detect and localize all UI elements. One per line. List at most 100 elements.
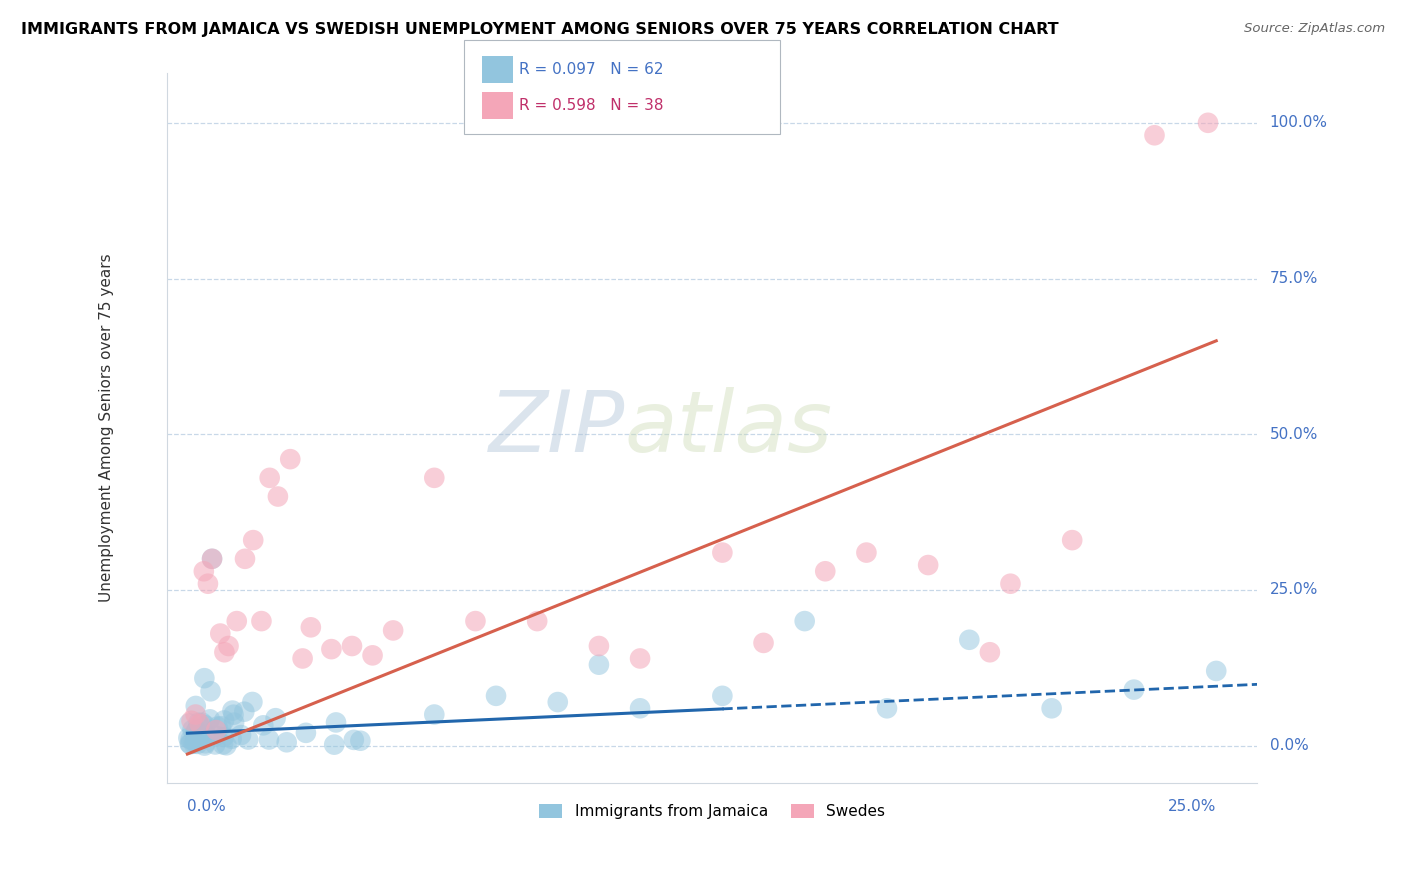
Point [197,576,219,591]
Point [187,715,209,730]
Point [349,733,371,747]
Point [186,723,208,738]
Point [1040,701,1063,715]
Point [711,689,734,703]
Point [212,730,235,744]
Point [264,711,287,725]
Point [382,624,405,638]
Point [183,737,205,751]
Text: Unemployment Among Seniors over 75 years: Unemployment Among Seniors over 75 years [100,253,114,602]
Point [186,726,208,740]
Point [1122,682,1144,697]
Point [184,707,207,722]
Point [917,558,939,572]
Point [180,732,202,747]
Legend: Immigrants from Jamaica, Swedes: Immigrants from Jamaica, Swedes [533,797,891,825]
Point [876,701,898,715]
Point [423,707,446,722]
Point [252,718,274,732]
Text: R = 0.598   N = 38: R = 0.598 N = 38 [519,98,664,112]
Point [193,564,215,578]
Point [793,614,815,628]
Point [191,715,214,730]
Point [1197,116,1219,130]
Point [204,738,226,752]
Point [238,732,260,747]
Text: ZIP: ZIP [489,386,624,469]
Point [198,712,221,726]
Point [201,551,224,566]
Point [212,714,235,728]
Point [814,564,837,578]
Point [242,533,264,548]
Point [193,671,215,685]
Point [177,716,200,731]
Point [184,698,207,713]
Point [194,718,217,732]
Point [485,689,508,703]
Point [526,614,548,628]
Point [221,731,243,746]
Point [188,731,211,746]
Point [184,735,207,749]
Point [194,736,217,750]
Point [193,739,215,753]
Point [547,695,569,709]
Point [291,651,314,665]
Point [321,642,343,657]
Point [242,695,264,709]
Point [188,717,211,731]
Point [179,737,201,751]
Point [752,636,775,650]
Point [233,705,256,719]
Point [209,626,232,640]
Point [423,471,446,485]
Text: 100.0%: 100.0% [1270,115,1327,130]
Point [295,726,318,740]
Point [711,545,734,559]
Point [628,651,651,665]
Point [221,704,243,718]
Point [257,732,280,747]
Text: IMMIGRANTS FROM JAMAICA VS SWEDISH UNEMPLOYMENT AMONG SENIORS OVER 75 YEARS CORR: IMMIGRANTS FROM JAMAICA VS SWEDISH UNEMP… [21,22,1059,37]
Text: 0.0%: 0.0% [1270,739,1309,753]
Point [205,723,228,737]
Point [179,737,201,751]
Point [1000,576,1022,591]
Point [214,645,236,659]
Text: Source: ZipAtlas.com: Source: ZipAtlas.com [1244,22,1385,36]
Point [201,551,224,566]
Point [957,632,980,647]
Point [225,614,247,628]
Point [224,715,246,730]
Point [233,551,256,566]
Text: 25.0%: 25.0% [1270,582,1317,598]
Point [200,684,222,698]
Point [177,731,200,745]
Point [205,729,228,743]
Point [222,707,245,722]
Point [325,715,347,730]
Point [278,452,301,467]
Point [979,645,1001,659]
Point [1062,533,1084,548]
Text: R = 0.097   N = 62: R = 0.097 N = 62 [519,62,664,77]
Text: 0.0%: 0.0% [187,798,226,814]
Point [299,620,322,634]
Point [194,727,217,741]
Point [855,545,877,559]
Text: atlas: atlas [624,386,832,469]
Point [343,732,366,747]
Point [212,738,235,752]
Point [259,471,281,485]
Point [209,719,232,733]
Point [1143,128,1166,143]
Point [267,490,290,504]
Text: 75.0%: 75.0% [1270,271,1317,286]
Point [250,614,273,628]
Point [215,739,238,753]
Point [181,723,204,737]
Point [1205,664,1227,678]
Point [340,639,363,653]
Point [628,701,651,715]
